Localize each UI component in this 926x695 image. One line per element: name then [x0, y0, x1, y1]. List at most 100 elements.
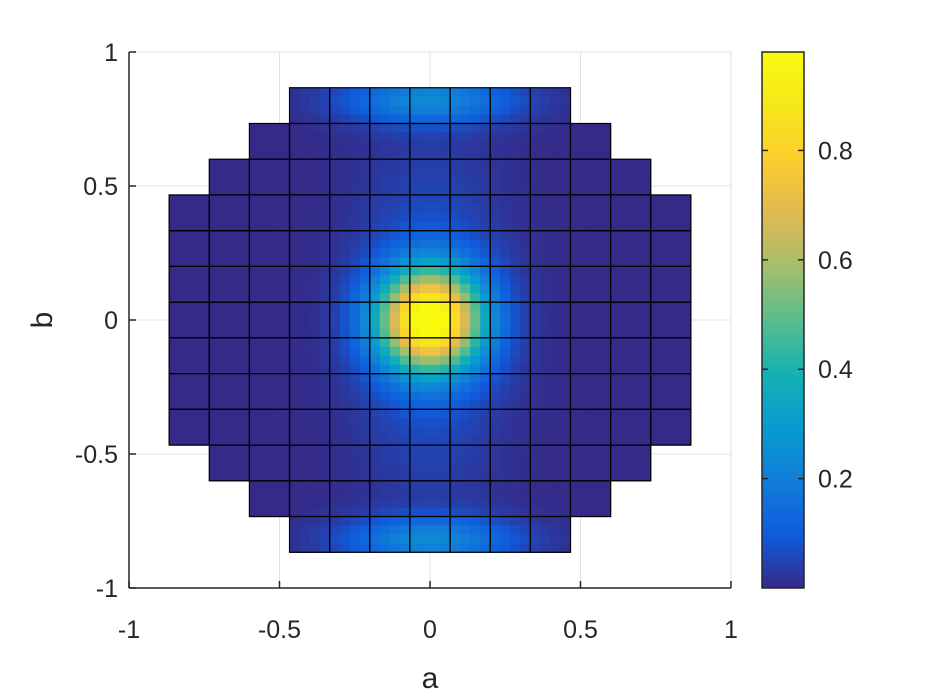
heatmap-pixel	[460, 248, 471, 259]
heatmap-pixel	[209, 454, 220, 464]
heatmap-pixel	[470, 543, 481, 553]
heatmap-pixel	[399, 489, 411, 500]
heatmap-pixel	[329, 239, 341, 250]
heatmap-pixel	[339, 132, 351, 142]
heatmap-pixel	[540, 177, 551, 187]
heatmap-pixel	[419, 194, 431, 205]
heatmap-pixel	[419, 427, 431, 437]
heatmap-pixel	[249, 194, 261, 205]
heatmap-pixel	[319, 257, 331, 267]
heatmap-pixel	[309, 248, 321, 259]
heatmap-pixel	[199, 302, 210, 312]
heatmap-pixel	[460, 185, 471, 196]
heatmap-pixel	[450, 516, 461, 527]
heatmap-pixel	[500, 275, 511, 285]
heatmap-pixel	[490, 87, 501, 98]
heatmap-pixel	[369, 212, 381, 223]
heatmap-pixel	[289, 373, 301, 384]
heatmap-pixel	[510, 391, 521, 401]
heatmap-pixel	[389, 194, 401, 205]
heatmap-pixel	[510, 337, 521, 348]
heatmap-pixel	[610, 346, 622, 357]
heatmap-pixel	[500, 516, 511, 527]
heatmap-pixel	[500, 498, 511, 509]
heatmap-pixel	[500, 302, 511, 312]
heatmap-pixel	[490, 275, 501, 285]
heatmap-pixel	[530, 185, 541, 196]
heatmap-pixel	[379, 391, 391, 401]
heatmap-pixel	[440, 212, 451, 223]
heatmap-pixel	[580, 257, 592, 267]
heatmap-pixel	[530, 203, 541, 214]
heatmap-pixel	[450, 427, 461, 437]
heatmap-pixel	[430, 436, 441, 446]
heatmap-pixel	[409, 150, 421, 160]
heatmap-pixel	[440, 391, 451, 401]
heatmap-pixel	[199, 257, 210, 267]
heatmap-pixel	[249, 382, 261, 393]
heatmap-pixel	[279, 436, 291, 446]
heatmap-pixel	[379, 266, 391, 276]
heatmap-pixel	[510, 454, 521, 464]
heatmap-pixel	[259, 480, 271, 491]
heatmap-pixel	[570, 177, 582, 187]
heatmap-pixel	[590, 454, 602, 464]
heatmap-pixel	[309, 87, 321, 98]
heatmap-pixel	[640, 212, 652, 223]
heatmap-pixel	[209, 400, 220, 410]
heatmap-pixel	[269, 364, 281, 375]
heatmap-pixel	[640, 355, 652, 366]
heatmap-pixel	[269, 266, 281, 276]
heatmap-pixel	[620, 346, 632, 357]
heatmap-pixel	[440, 409, 451, 419]
heatmap-pixel	[560, 203, 572, 214]
heatmap-pixel	[389, 105, 401, 116]
heatmap-pixel	[630, 471, 642, 482]
heatmap-pixel	[279, 159, 291, 169]
heatmap-pixel	[399, 177, 411, 187]
heatmap-pixel	[630, 248, 642, 259]
heatmap-pixel	[590, 489, 602, 500]
heatmap-pixel	[289, 221, 301, 232]
heatmap-pixel	[630, 311, 642, 321]
heatmap-pixel	[289, 471, 301, 482]
heatmap-pixel	[179, 382, 190, 393]
heatmap-pixel	[339, 462, 351, 473]
heatmap-pixel	[329, 454, 341, 464]
heatmap-pixel	[319, 230, 331, 241]
heatmap-pixel	[540, 311, 551, 321]
heatmap-pixel	[309, 239, 321, 250]
heatmap-pixel	[610, 185, 622, 196]
heatmap-pixel	[530, 346, 541, 357]
heatmap-pixel	[500, 471, 511, 482]
heatmap-pixel	[399, 293, 411, 303]
heatmap-pixel	[450, 534, 461, 544]
heatmap-pixel	[409, 212, 421, 223]
heatmap-pixel	[630, 320, 642, 330]
heatmap-pixel	[540, 328, 551, 339]
heatmap-pixel	[490, 114, 501, 125]
heatmap-pixel	[379, 132, 391, 142]
heatmap-pixel	[319, 373, 331, 384]
heatmap-pixel	[219, 248, 230, 259]
heatmap-pixel	[570, 480, 582, 491]
heatmap-pixel	[540, 507, 551, 518]
heatmap-pixel	[590, 445, 602, 455]
heatmap-pixel	[269, 471, 281, 482]
heatmap-pixel	[460, 275, 471, 285]
heatmap-pixel	[239, 221, 250, 232]
heatmap-pixel	[450, 185, 461, 196]
heatmap-pixel	[580, 239, 592, 250]
heatmap-pixel	[299, 257, 311, 267]
heatmap-pixel	[419, 489, 431, 500]
heatmap-pixel	[329, 150, 341, 160]
heatmap-pixel	[169, 293, 180, 303]
heatmap-pixel	[369, 275, 381, 285]
heatmap-pixel	[520, 248, 531, 259]
heatmap-pixel	[480, 239, 491, 250]
heatmap-pixel	[430, 516, 441, 527]
heatmap-pixel	[329, 337, 341, 348]
heatmap-pixel	[590, 168, 602, 178]
heatmap-pixel	[620, 445, 632, 455]
